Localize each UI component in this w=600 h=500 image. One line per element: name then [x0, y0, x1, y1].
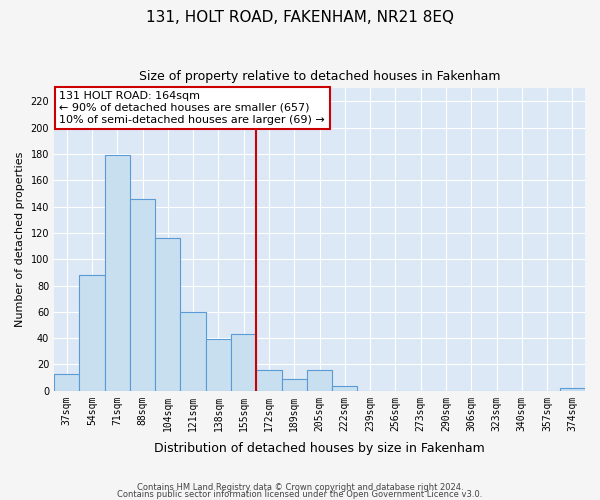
Bar	[332, 386, 358, 391]
Text: 131, HOLT ROAD, FAKENHAM, NR21 8EQ: 131, HOLT ROAD, FAKENHAM, NR21 8EQ	[146, 10, 454, 25]
Bar	[79, 275, 104, 391]
Bar	[54, 374, 79, 391]
Title: Size of property relative to detached houses in Fakenham: Size of property relative to detached ho…	[139, 70, 500, 83]
Text: Contains public sector information licensed under the Open Government Licence v3: Contains public sector information licen…	[118, 490, 482, 499]
Bar	[206, 340, 231, 391]
Bar	[155, 238, 181, 391]
Bar	[130, 199, 155, 391]
Y-axis label: Number of detached properties: Number of detached properties	[15, 152, 25, 327]
Text: 131 HOLT ROAD: 164sqm
← 90% of detached houses are smaller (657)
10% of semi-det: 131 HOLT ROAD: 164sqm ← 90% of detached …	[59, 92, 325, 124]
Bar	[307, 370, 332, 391]
X-axis label: Distribution of detached houses by size in Fakenham: Distribution of detached houses by size …	[154, 442, 485, 455]
Bar	[231, 334, 256, 391]
Bar	[256, 370, 281, 391]
Text: Contains HM Land Registry data © Crown copyright and database right 2024.: Contains HM Land Registry data © Crown c…	[137, 484, 463, 492]
Bar	[560, 388, 585, 391]
Bar	[104, 156, 130, 391]
Bar	[181, 312, 206, 391]
Bar	[281, 379, 307, 391]
